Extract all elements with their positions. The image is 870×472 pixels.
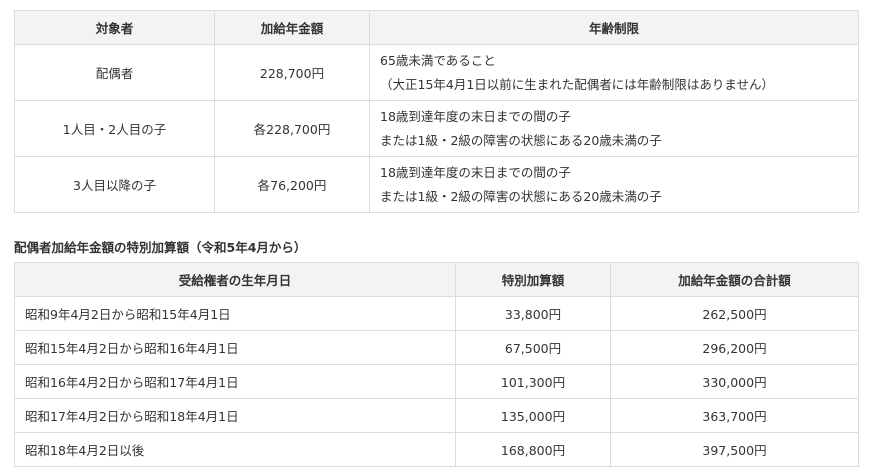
table-row: 配偶者 228,700円 65歳未満であること （大正15年4月1日以前に生まれた… [14, 44, 859, 101]
table-header-row: 対象者 加給年金額 年齢制限 [14, 10, 859, 45]
cell-birthdate: 昭和16年4月2日から昭和17年4月1日 [14, 364, 456, 399]
limit-line: （大正15年4月1日以前に生まれた配偶者には年齢制限はありません） [380, 76, 774, 92]
table-row: 1人目・2人目の子 各228,700円 18歳到達年度の末日までの間の子または1… [14, 100, 859, 157]
cell-target: 1人目・2人目の子 [14, 100, 215, 157]
cell-amount: 各76,200円 [214, 156, 370, 213]
header-total-amount: 加給年金額の合計額 [610, 262, 859, 297]
special-addition-table: 受給権者の生年月日 特別加算額 加給年金額の合計額 昭和9年4月2日から昭和15… [14, 262, 859, 467]
limit-line: または1級・2級の障害の状態にある20歳未満の子 [380, 132, 662, 148]
cell-amount: 228,700円 [214, 44, 370, 101]
cell-special-amount: 67,500円 [455, 330, 611, 365]
cell-birthdate: 昭和18年4月2日以後 [14, 432, 456, 467]
cell-birthdate: 昭和15年4月2日から昭和16年4月1日 [14, 330, 456, 365]
cell-age-limit: 65歳未満であること （大正15年4月1日以前に生まれた配偶者には年齢制限はありま… [369, 44, 859, 101]
cell-special-amount: 33,800円 [455, 296, 611, 331]
cell-amount: 各228,700円 [214, 100, 370, 157]
cell-special-amount: 101,300円 [455, 364, 611, 399]
limit-line: 18歳到達年度の末日までの間の子 [380, 108, 571, 124]
header-amount: 加給年金額 [214, 10, 370, 45]
header-birthdate: 受給権者の生年月日 [14, 262, 456, 297]
table-header-row: 受給権者の生年月日 特別加算額 加給年金額の合計額 [14, 262, 859, 297]
cell-total-amount: 397,500円 [610, 432, 859, 467]
additional-pension-table: 対象者 加給年金額 年齢制限 配偶者 228,700円 65歳未満であること （大… [14, 10, 859, 213]
header-special-amount: 特別加算額 [455, 262, 611, 297]
cell-total-amount: 330,000円 [610, 364, 859, 399]
limit-line: または1級・2級の障害の状態にある20歳未満の子 [380, 188, 662, 204]
cell-age-limit: 18歳到達年度の末日までの間の子または1級・2級の障害の状態にある20歳未満の子 [369, 100, 859, 157]
limit-line: 18歳到達年度の末日までの間の子 [380, 164, 571, 180]
cell-birthdate: 昭和17年4月2日から昭和18年4月1日 [14, 398, 456, 433]
cell-target: 配偶者 [14, 44, 215, 101]
table-row: 昭和16年4月2日から昭和17年4月1日 101,300円 330,000円 [14, 364, 859, 399]
table-row: 昭和9年4月2日から昭和15年4月1日 33,800円 262,500円 [14, 296, 859, 331]
table-row: 昭和18年4月2日以後 168,800円 397,500円 [14, 432, 859, 467]
cell-birthdate: 昭和9年4月2日から昭和15年4月1日 [14, 296, 456, 331]
cell-age-limit: 18歳到達年度の末日までの間の子または1級・2級の障害の状態にある20歳未満の子 [369, 156, 859, 213]
table-row: 昭和15年4月2日から昭和16年4月1日 67,500円 296,200円 [14, 330, 859, 365]
table-row: 3人目以降の子 各76,200円 18歳到達年度の末日までの間の子または1級・2… [14, 156, 859, 213]
cell-total-amount: 262,500円 [610, 296, 859, 331]
cell-special-amount: 135,000円 [455, 398, 611, 433]
header-age-limit: 年齢制限 [369, 10, 859, 45]
limit-line: 65歳未満であること [380, 52, 496, 68]
cell-special-amount: 168,800円 [455, 432, 611, 467]
table-row: 昭和17年4月2日から昭和18年4月1日 135,000円 363,700円 [14, 398, 859, 433]
cell-total-amount: 363,700円 [610, 398, 859, 433]
cell-target: 3人目以降の子 [14, 156, 215, 213]
header-target: 対象者 [14, 10, 215, 45]
section-title: 配偶者加給年金額の特別加算額（令和5年4月から） [14, 240, 307, 255]
cell-total-amount: 296,200円 [610, 330, 859, 365]
